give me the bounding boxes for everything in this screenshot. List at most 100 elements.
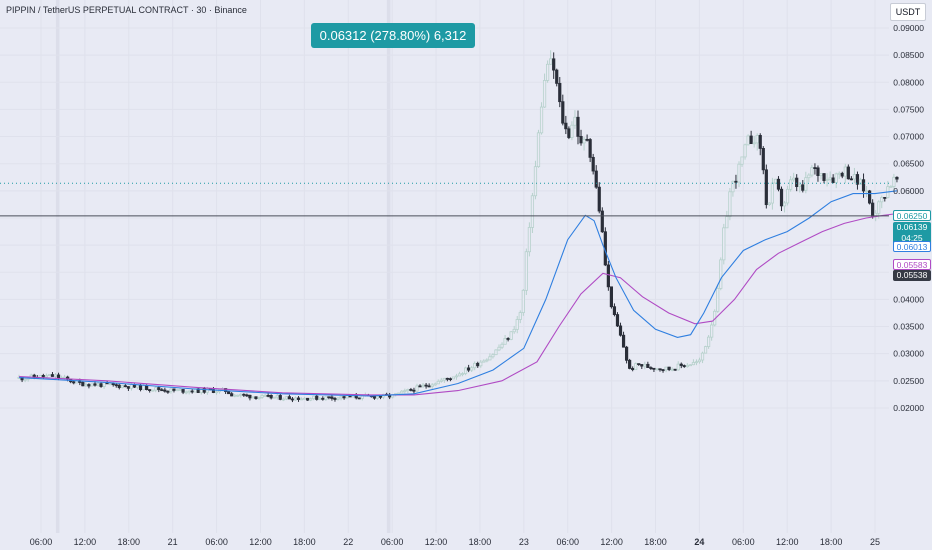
candle-body — [670, 368, 674, 371]
candle-body — [518, 312, 522, 320]
candle-body — [542, 80, 547, 108]
chart-grid — [0, 0, 889, 533]
candle-body — [606, 264, 610, 288]
candle-body — [655, 368, 659, 371]
candle-body — [858, 179, 863, 185]
candle-body — [770, 182, 775, 204]
candle-body — [293, 397, 298, 401]
price-tag-ma-slow: 0.05583 — [893, 259, 931, 270]
price-tick-label: 0.07000 — [893, 132, 924, 142]
candle-body — [263, 394, 267, 397]
candle-body — [776, 178, 781, 190]
candle-body — [178, 389, 182, 391]
candle-body — [375, 395, 380, 399]
price-level-lines — [0, 182, 889, 217]
candle-body — [594, 170, 598, 188]
candle-body — [536, 132, 541, 168]
candle-body — [126, 386, 131, 389]
candle-body — [555, 69, 559, 84]
candle-body — [539, 106, 544, 134]
currency-button[interactable]: USDT — [890, 3, 926, 21]
candle-body — [184, 391, 188, 394]
candle-body — [579, 135, 583, 144]
chart-title: PIPPIN / TetherUS PERPETUAL CONTRACT · 3… — [6, 5, 247, 15]
candle-body — [239, 393, 243, 396]
candle-body — [509, 331, 513, 340]
candle-body — [397, 392, 401, 395]
candle-body — [403, 390, 407, 393]
candle-body — [731, 180, 735, 193]
candle-body — [81, 382, 85, 387]
candle-body — [782, 202, 787, 207]
candle-body — [163, 389, 167, 392]
candle-body — [877, 201, 881, 214]
candle-body — [840, 172, 844, 177]
candle-body — [151, 389, 155, 392]
candle-body — [148, 389, 152, 391]
time-tick-label: 12:00 — [249, 537, 272, 547]
time-tick-label: 18:00 — [118, 537, 141, 547]
candle-body — [570, 124, 574, 138]
candle-body — [38, 375, 42, 379]
candle-body — [494, 349, 498, 356]
candle-body — [242, 393, 246, 396]
candle-body — [93, 383, 97, 386]
candle-body — [533, 166, 538, 197]
price-tick-label: 0.03500 — [893, 322, 924, 332]
candle-body — [87, 384, 91, 387]
time-tick-label: 12:00 — [425, 537, 448, 547]
candle-body — [618, 325, 623, 336]
candle-body — [287, 396, 292, 400]
time-axis[interactable]: 06:00 12:00 18:00 21 06:00 12:00 18:00 22 06:00 1… — [30, 537, 880, 547]
candle-body — [755, 135, 759, 144]
ma-slow-line — [19, 213, 897, 396]
candle-body — [436, 380, 440, 385]
candle-body — [615, 314, 620, 327]
candle-body — [99, 383, 103, 387]
candle-body — [233, 394, 237, 397]
candle-body — [515, 319, 519, 330]
candle-body — [506, 338, 510, 340]
candle-body — [418, 385, 422, 388]
ma-fast-line — [19, 190, 897, 397]
candle-body — [761, 148, 765, 171]
candle-body — [676, 363, 680, 371]
candle-body — [743, 144, 747, 158]
candle-body — [254, 396, 258, 400]
candle-body — [257, 396, 261, 400]
candle-body — [837, 172, 841, 175]
candle-body — [50, 374, 55, 377]
candle-body — [682, 365, 686, 368]
candle-body — [861, 179, 866, 192]
candle-body — [236, 394, 240, 397]
price-tag-last: 0.06139 04:25 — [893, 222, 931, 245]
price-tick-label: 0.03000 — [893, 349, 924, 359]
candle-body — [145, 385, 149, 390]
candle-body — [448, 378, 453, 381]
session-bands — [55, 0, 391, 533]
candle-body — [710, 324, 714, 338]
time-tick-label: 24 — [694, 537, 704, 547]
candle-body — [488, 356, 492, 361]
candle-body — [290, 398, 295, 401]
candle-body — [129, 384, 134, 389]
candle-body — [889, 186, 893, 188]
price-tick-label: 0.02000 — [893, 403, 924, 413]
candle-body — [272, 396, 276, 399]
candle-body — [120, 385, 124, 389]
candle-body — [439, 379, 443, 382]
candle-body — [224, 388, 228, 392]
candle-body — [700, 352, 705, 361]
candle-body — [521, 289, 525, 313]
candle-body — [172, 388, 176, 391]
candle-body — [467, 367, 471, 371]
candle-body — [609, 286, 614, 308]
candle-body — [512, 328, 516, 333]
price-tag-crosshair: 0.05538 — [893, 270, 931, 281]
candle-body — [801, 184, 805, 191]
candle-body — [792, 177, 796, 181]
candle-body — [47, 374, 52, 377]
candle-body — [442, 377, 446, 381]
candle-body — [500, 343, 504, 348]
